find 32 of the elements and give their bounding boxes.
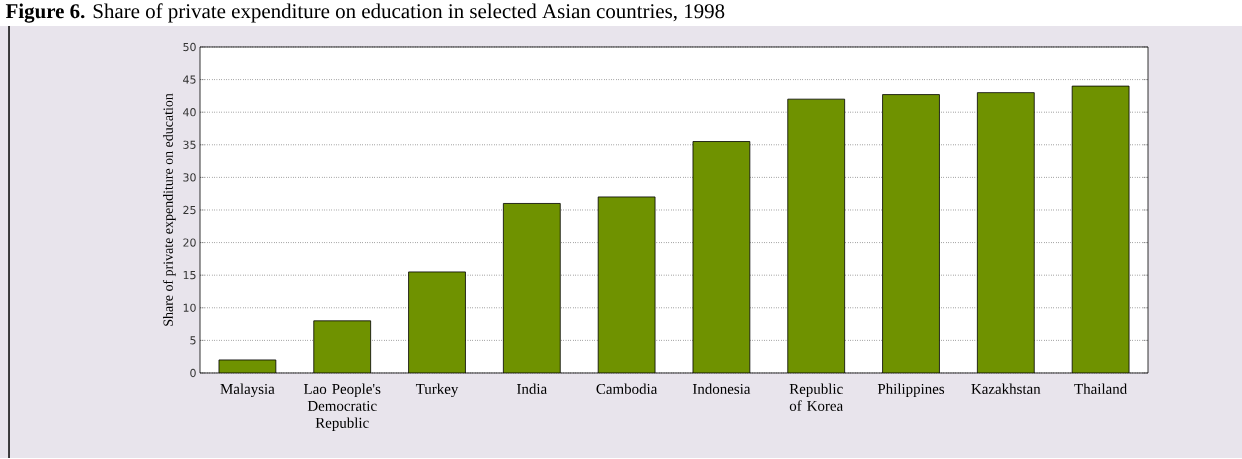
x-tick-label: Turkey [415, 383, 459, 398]
x-tick-label: India [517, 383, 547, 395]
bar [787, 98, 846, 374]
x-tick-label: Thailand [1074, 383, 1127, 395]
y-tick-label: 5 [190, 336, 196, 345]
y-tick-label: 0 [190, 368, 196, 378]
y-tick-label: 30 [183, 173, 196, 182]
y-tick-label: 45 [183, 75, 196, 84]
y-tick-label: 40 [183, 108, 196, 117]
y-tick-label: 25 [183, 205, 196, 215]
x-tick-label: Malaysia [220, 383, 275, 398]
x-tick-label: Lao People's Democratic Republic [303, 383, 381, 432]
y-tick-label: 15 [183, 271, 196, 280]
x-tick-label: Cambodia [596, 383, 658, 395]
y-tick-label: 35 [183, 140, 196, 150]
chart-title: Figure 6. Share of private expenditure on education in selected Asian countries, 1998 [5, 3, 725, 23]
bar [692, 141, 751, 374]
bar [1071, 85, 1130, 374]
bar [882, 94, 940, 374]
x-tick-label: Republic of Korea [789, 383, 843, 412]
bar [408, 271, 466, 374]
y-axis-title: Share of private expenditure on education [162, 93, 176, 326]
y-tick-label: 20 [183, 238, 196, 247]
bar [313, 320, 372, 374]
y-tick-label: 50 [183, 42, 196, 52]
bar [976, 92, 1035, 374]
x-tick-label: Indonesia [692, 383, 751, 395]
x-tick-label: Philippines [877, 383, 945, 398]
y-tick-label: 10 [183, 303, 196, 313]
x-tick-label: Kazakhstan [971, 383, 1041, 395]
bar [502, 203, 561, 374]
bar [597, 196, 656, 374]
